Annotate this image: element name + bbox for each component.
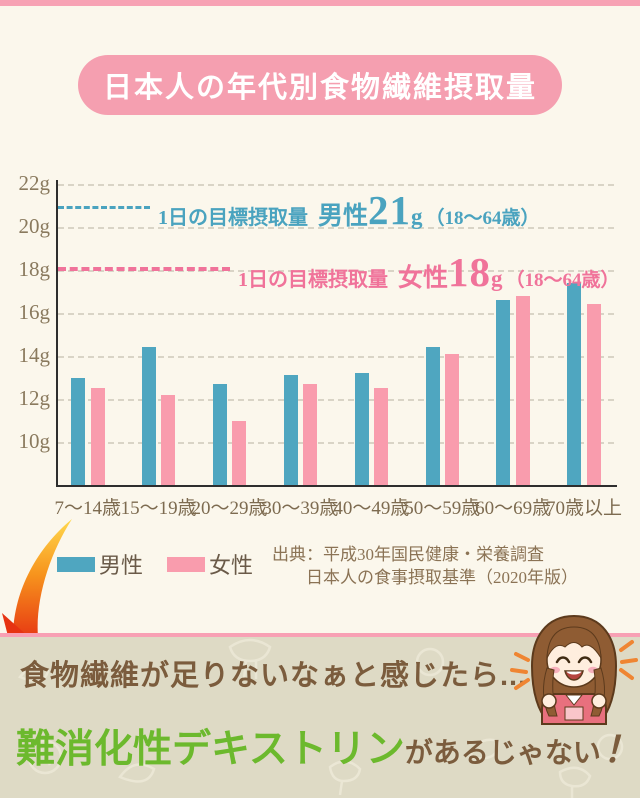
male-target-range: （18〜64歳） [425,208,540,229]
bar-女性-20〜29歳 [232,420,247,485]
male-target-who: 男性 [318,203,369,230]
legend-swatch-male [57,556,95,572]
source-line-1: 出典：平成30年国民健康・栄養調査 [272,545,544,564]
product-name-green: 難消化性デキストリン [16,728,405,771]
emphasis-lines [510,640,638,690]
bar-女性-40〜49歳 [374,388,389,485]
bar-女性-50〜59歳 [445,353,459,485]
gridline-12g [58,399,614,401]
exclamation-mark: ！ [602,729,639,770]
gridline-16g [58,313,614,315]
bar-男性-20〜29歳 [212,383,227,485]
legend-label-female: 女性 [209,553,254,578]
y-axis-label-22g: 22g [18,171,51,195]
legend-swatch-female [167,556,206,572]
title-banner: 日本人の年代別食物繊維摂取量 [78,55,562,115]
pink-divider-line [0,633,640,637]
bar-男性-40〜49歳 [354,373,369,485]
top-pink-border [0,0,640,6]
product-copy: 難消化性デキストリン があるじゃない ！ [16,718,639,774]
legend-label-male: 男性 [99,553,144,578]
target-line-male: 1日の目標摂取量 男性 21 g （18〜64歳） [58,186,540,233]
bar-男性-7〜14歳 [71,377,85,485]
bar-女性-60〜69歳 [515,295,530,485]
bar-男性-15〜19歳 [141,347,156,485]
x-axis-label-40〜49歳: 40〜49歳 [333,498,410,519]
x-axis-label-50〜59歳: 50〜59歳 [404,498,481,519]
x-axis-label-20〜29歳: 20〜29歳 [191,498,268,519]
y-axis-label-18g: 18g [18,257,51,281]
female-target-who: 女性 [398,265,449,292]
y-axis-label-10g: 10g [18,429,51,453]
female-target-dashed-line [58,267,230,271]
chart-legend: 男性 女性 [57,548,253,580]
bar-女性-30〜39歳 [303,383,318,485]
source-line-2: 日本人の食事摂取基準（2020年版） [306,568,578,587]
page-title: 日本人の年代別食物繊維摂取量 [102,72,537,104]
bar-男性-70歳以上 [567,282,582,485]
bar-女性-70歳以上 [586,304,601,485]
woman-character-illustration [508,612,640,726]
catch-copy: 食物繊維が足りないなぁと感じたら... [20,660,528,692]
male-target-dashed-line [58,205,150,209]
female-target-prefix: 1日の目標摂取量 [238,269,388,291]
product-suffix-brown: があるじゃない [404,737,601,768]
y-axis-label-20g: 20g [18,214,51,238]
x-axis-label-7〜14歳: 7〜14歳 [54,498,121,519]
bar-男性-50〜59歳 [425,347,440,485]
female-target-range: （18〜64歳） [505,270,620,291]
male-target-prefix: 1日の目標摂取量 [158,207,308,229]
male-target-unit: g [411,204,423,229]
y-axis-label-12g: 12g [18,386,51,410]
male-target-value: 21 [368,187,412,233]
female-target-unit: g [491,266,503,291]
y-axis-label-14g: 14g [18,343,51,367]
bar-男性-30〜39歳 [283,375,298,485]
gridline-20g [58,227,614,229]
bar-女性-7〜14歳 [90,388,105,485]
x-axis-label-70歳以上: 70歳以上 [546,498,623,519]
gridline-10g [58,442,614,444]
bar-男性-60〜69歳 [496,300,511,485]
bar-女性-15〜19歳 [161,394,176,485]
chart-axis-frame [56,180,617,487]
gridline-18g [58,270,614,272]
target-line-female: 1日の目標摂取量 女性 18 g （18〜64歳） [58,248,620,295]
vegetable-pattern [0,637,640,798]
x-axis-label-15〜19歳: 15〜19歳 [120,498,197,519]
x-axis-label-60〜69歳: 60〜69歳 [475,498,552,519]
gridline-14g [58,356,614,358]
x-axis-label-30〜39歳: 30〜39歳 [262,498,339,519]
y-axis-label-16g: 16g [18,300,51,324]
female-target-value: 18 [448,249,492,295]
source-citation: 出典：平成30年国民健康・栄養調査 日本人の食事摂取基準（2020年版） [272,543,578,589]
gridline-22g [58,184,614,186]
